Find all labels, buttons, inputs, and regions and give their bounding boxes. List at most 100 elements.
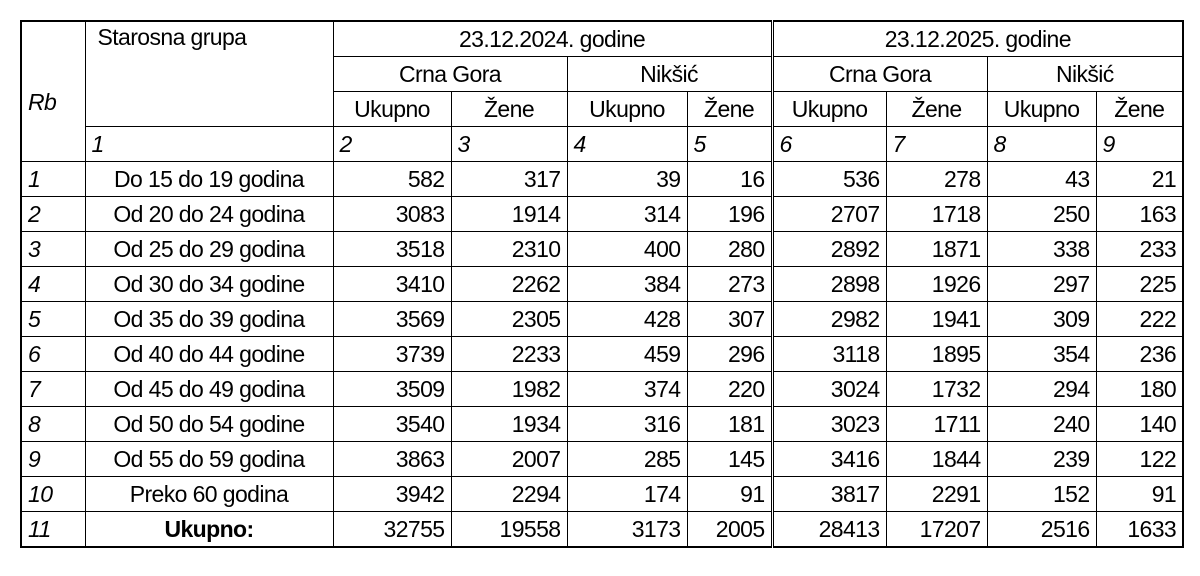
value-cell: 222 bbox=[1095, 301, 1184, 337]
value-cell: 236 bbox=[1095, 336, 1184, 372]
value-cell: 2898 bbox=[770, 266, 887, 302]
column-number: 1 bbox=[84, 126, 334, 162]
value-cell: 1914 bbox=[450, 196, 568, 232]
column-number: 3 bbox=[450, 126, 568, 162]
table-row: 11 Ukupno: 32755 19558 3173 2005 28413 17207 251… bbox=[20, 511, 1184, 548]
value-cell: 273 bbox=[686, 266, 773, 302]
age-group: Do 15 do 19 godina bbox=[84, 161, 334, 197]
subcol-header: Ukupno bbox=[566, 91, 688, 127]
value-cell: 21 bbox=[1095, 161, 1184, 197]
subcol-header: Žene bbox=[1095, 91, 1184, 127]
value-cell: 2233 bbox=[450, 336, 568, 372]
row-number: 7 bbox=[20, 371, 86, 407]
age-group: Od 45 do 49 godina bbox=[84, 371, 334, 407]
value-cell: 1934 bbox=[450, 406, 568, 442]
row-number: 6 bbox=[20, 336, 86, 372]
value-cell: 28413 bbox=[770, 511, 887, 548]
value-cell: 2310 bbox=[450, 231, 568, 267]
subcol-header: Žene bbox=[450, 91, 568, 127]
value-cell: 220 bbox=[686, 371, 773, 407]
table-row: 10 Preko 60 godina 3942 2294 174 91 3817 2291 15… bbox=[20, 476, 1184, 512]
value-cell: 307 bbox=[686, 301, 773, 337]
value-cell: 239 bbox=[986, 441, 1097, 477]
age-group: Od 20 do 24 godina bbox=[84, 196, 334, 232]
value-cell: 1926 bbox=[885, 266, 988, 302]
value-cell: 3817 bbox=[770, 476, 887, 512]
row-number: 2 bbox=[20, 196, 86, 232]
value-cell: 2305 bbox=[450, 301, 568, 337]
value-cell: 354 bbox=[986, 336, 1097, 372]
column-number: 6 bbox=[770, 126, 887, 162]
value-cell: 3739 bbox=[332, 336, 452, 372]
value-cell: 3410 bbox=[332, 266, 452, 302]
value-cell: 181 bbox=[686, 406, 773, 442]
value-cell: 250 bbox=[986, 196, 1097, 232]
row-number: 1 bbox=[20, 161, 86, 197]
value-cell: 1844 bbox=[885, 441, 988, 477]
column-number: 5 bbox=[686, 126, 773, 162]
value-cell: 1633 bbox=[1095, 511, 1184, 548]
value-cell: 285 bbox=[566, 441, 688, 477]
value-cell: 17207 bbox=[885, 511, 988, 548]
value-cell: 3540 bbox=[332, 406, 452, 442]
table-row: 9 Od 55 do 59 godina 3863 2007 285 145 3416 184… bbox=[20, 441, 1184, 477]
column-number: 4 bbox=[566, 126, 688, 162]
table-row: Ukupno Žene Ukupno Žene Ukupno Žene Ukupno Žene bbox=[21, 91, 1184, 127]
value-cell: 280 bbox=[686, 231, 773, 267]
value-cell: 3416 bbox=[770, 441, 887, 477]
value-cell: 314 bbox=[566, 196, 688, 232]
value-cell: 428 bbox=[566, 301, 688, 337]
population-table: Rb Starosna grupa 23.12.2024. godine 23.12.… bbox=[20, 20, 1185, 548]
value-cell: 180 bbox=[1095, 371, 1184, 407]
column-number: 9 bbox=[1095, 126, 1184, 162]
value-cell: 39 bbox=[566, 161, 688, 197]
column-number: 2 bbox=[332, 126, 452, 162]
table-row: 5 Od 35 do 39 godina 3569 2305 428 307 2982 194… bbox=[20, 301, 1184, 337]
age-group: Od 35 do 39 godina bbox=[84, 301, 334, 337]
value-cell: 278 bbox=[885, 161, 988, 197]
age-group: Ukupno: bbox=[84, 511, 334, 548]
value-cell: 122 bbox=[1095, 441, 1184, 477]
age-group: Od 50 do 54 godine bbox=[84, 406, 334, 442]
value-cell: 1711 bbox=[885, 406, 988, 442]
value-cell: 3942 bbox=[332, 476, 452, 512]
value-cell: 374 bbox=[566, 371, 688, 407]
value-cell: 174 bbox=[566, 476, 688, 512]
value-cell: 3083 bbox=[332, 196, 452, 232]
value-cell: 459 bbox=[566, 336, 688, 372]
value-cell: 1941 bbox=[885, 301, 988, 337]
row-number: 4 bbox=[20, 266, 86, 302]
subcol-header: Žene bbox=[686, 91, 773, 127]
value-cell: 233 bbox=[1095, 231, 1184, 267]
value-cell: 3023 bbox=[770, 406, 887, 442]
value-cell: 16 bbox=[686, 161, 773, 197]
value-cell: 91 bbox=[1095, 476, 1184, 512]
value-cell: 400 bbox=[566, 231, 688, 267]
region-header: Crna Gora bbox=[770, 56, 988, 92]
value-cell: 145 bbox=[686, 441, 773, 477]
age-group: Preko 60 godina bbox=[84, 476, 334, 512]
value-cell: 140 bbox=[1095, 406, 1184, 442]
value-cell: 3569 bbox=[332, 301, 452, 337]
region-header: Crna Gora bbox=[332, 56, 568, 92]
value-cell: 32755 bbox=[332, 511, 452, 548]
age-group: Od 55 do 59 godina bbox=[84, 441, 334, 477]
value-cell: 2291 bbox=[885, 476, 988, 512]
region-header: Nikšić bbox=[986, 56, 1184, 92]
value-cell: 19558 bbox=[450, 511, 568, 548]
value-cell: 3118 bbox=[770, 336, 887, 372]
table-row: Rb Starosna grupa 23.12.2024. godine 23.12.… bbox=[20, 20, 1184, 162]
table-row: 8 Od 50 do 54 godine 3540 1934 316 181 3023 171… bbox=[20, 406, 1184, 442]
value-cell: 1982 bbox=[450, 371, 568, 407]
subcol-header: Ukupno bbox=[986, 91, 1097, 127]
value-cell: 2007 bbox=[450, 441, 568, 477]
table-row: 2 Od 20 do 24 godina 3083 1914 314 196 2707 171… bbox=[20, 196, 1184, 232]
value-cell: 536 bbox=[770, 161, 887, 197]
period-header: 23.12.2025. godine bbox=[770, 20, 1184, 57]
column-number: 8 bbox=[986, 126, 1097, 162]
column-number: 7 bbox=[885, 126, 988, 162]
value-cell: 3173 bbox=[566, 511, 688, 548]
table-row: 1 Do 15 do 19 godina 582 317 39 16 536 278 43 21 bbox=[20, 161, 1184, 197]
row-number: 3 bbox=[20, 231, 86, 267]
